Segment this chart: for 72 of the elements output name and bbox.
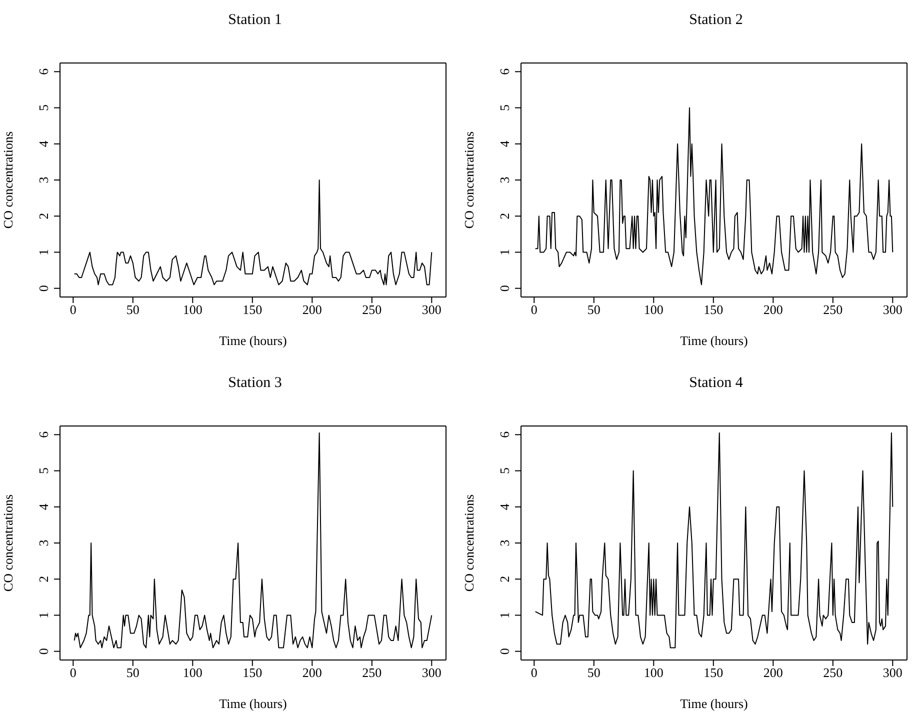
x-tick-label: 250 xyxy=(823,665,843,680)
x-tick-label: 150 xyxy=(242,302,262,318)
chart-title: Station 2 xyxy=(688,12,744,29)
x-tick-label: 200 xyxy=(763,665,783,680)
y-tick-label: 1 xyxy=(497,612,512,618)
y-tick-label: 5 xyxy=(497,468,512,474)
x-tick-label: 150 xyxy=(704,665,724,680)
chart-title: Station 4 xyxy=(688,375,744,392)
x-tick-label: 100 xyxy=(182,665,202,680)
y-tick-label: 1 xyxy=(36,248,51,256)
x-tick-label: 250 xyxy=(362,665,382,680)
x-tick-label: 50 xyxy=(587,302,600,318)
y-tick-label: 4 xyxy=(36,503,51,510)
y-tick-label: 4 xyxy=(497,503,512,510)
y-tick-label: 0 xyxy=(36,648,51,655)
x-tick-label: 0 xyxy=(530,302,538,318)
y-tick-label: 0 xyxy=(497,648,512,655)
y-tick-label: 4 xyxy=(497,140,512,148)
y-tick-label: 6 xyxy=(497,430,512,438)
x-axis-title: Time (hours) xyxy=(680,333,748,348)
x-tick-label: 250 xyxy=(823,302,843,318)
x-axis-title: Time (hours) xyxy=(219,696,287,711)
x-tick-label: 50 xyxy=(587,665,600,680)
x-tick-label: 250 xyxy=(362,302,382,318)
y-tick-label: 1 xyxy=(36,612,51,618)
line-series xyxy=(534,432,894,648)
y-tick-label: 0 xyxy=(497,285,512,292)
x-tick-label: 300 xyxy=(882,665,902,680)
x-tick-label: 150 xyxy=(242,665,262,680)
x-tick-label: 150 xyxy=(704,302,724,318)
y-tick-label: 2 xyxy=(497,576,512,582)
x-tick-label: 50 xyxy=(126,665,140,680)
y-tick-label: 3 xyxy=(497,176,512,184)
y-tick-label: 2 xyxy=(497,212,512,220)
x-axis-title: Time (hours) xyxy=(680,696,748,711)
line-series xyxy=(534,107,894,286)
line-series xyxy=(74,432,432,648)
x-tick-label: 50 xyxy=(126,302,140,318)
y-tick-label: 4 xyxy=(36,140,51,148)
x-tick-label: 100 xyxy=(644,302,664,318)
x-tick-label: 100 xyxy=(182,302,202,318)
y-tick-label: 6 xyxy=(497,68,512,75)
y-tick-label: 5 xyxy=(497,104,512,112)
y-tick-label: 3 xyxy=(36,176,51,184)
x-tick-label: 200 xyxy=(302,302,322,318)
x-tick-label: 100 xyxy=(644,665,664,680)
y-tick-label: 2 xyxy=(36,576,51,582)
x-tick-label: 0 xyxy=(70,302,76,318)
y-tick-label: 2 xyxy=(36,212,51,220)
y-axis-title: CO concentrations xyxy=(462,131,477,229)
x-tick-label: 300 xyxy=(422,302,442,318)
x-tick-label: 300 xyxy=(882,302,902,318)
y-tick-label: 5 xyxy=(36,104,51,112)
y-axis-title: CO concentrations xyxy=(0,494,16,592)
x-tick-label: 200 xyxy=(763,302,783,318)
y-axis-title: CO concentrations xyxy=(462,494,477,592)
x-tick-label: 0 xyxy=(530,665,538,680)
chart-title: Station 3 xyxy=(227,375,283,392)
y-tick-label: 3 xyxy=(497,540,512,546)
y-tick-label: 3 xyxy=(36,540,51,546)
x-tick-label: 0 xyxy=(70,665,76,680)
x-tick-label: 200 xyxy=(302,665,322,680)
x-axis-title: Time (hours) xyxy=(219,333,287,348)
y-axis-title: CO concentrations xyxy=(0,131,16,229)
y-tick-label: 5 xyxy=(36,468,51,474)
line-series xyxy=(74,180,432,286)
y-tick-label: 1 xyxy=(497,248,512,256)
y-tick-label: 0 xyxy=(36,285,51,292)
chart-title: Station 1 xyxy=(227,12,283,29)
x-tick-label: 300 xyxy=(422,665,442,680)
y-tick-label: 6 xyxy=(36,430,51,438)
y-tick-label: 6 xyxy=(36,68,51,75)
